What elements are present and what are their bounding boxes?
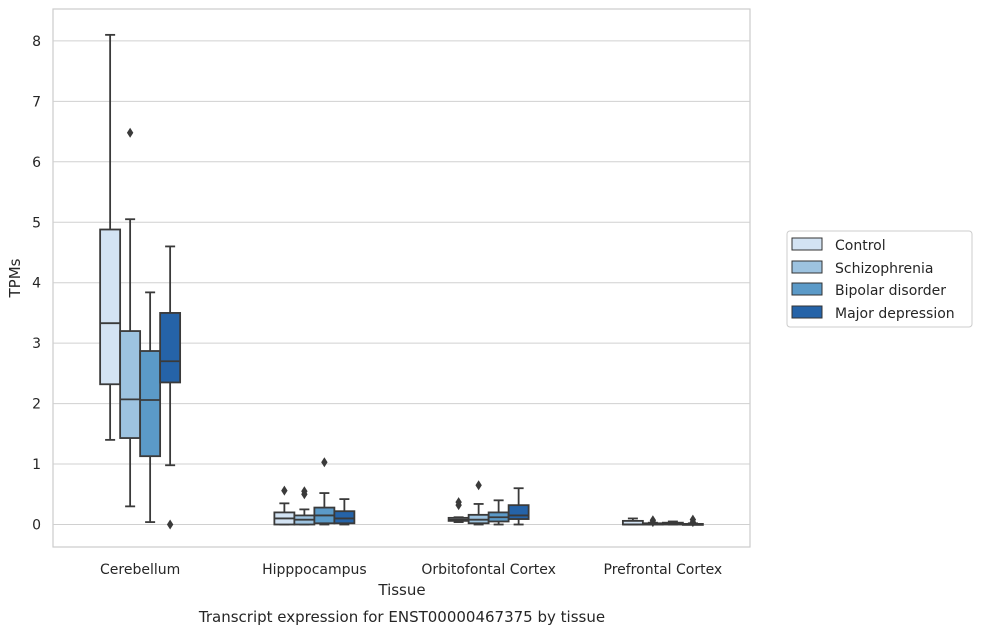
flier-point [301, 486, 308, 497]
box [159, 245, 182, 530]
x-axis-label: Tissue [377, 581, 425, 599]
flier-point [689, 514, 697, 525]
box [99, 33, 122, 441]
box-body [507, 504, 530, 520]
flier-point [126, 127, 134, 138]
legend-label-schizophrenia: Schizophrenia [835, 261, 933, 277]
box [273, 485, 296, 526]
legend-swatch-major-depression [791, 305, 823, 319]
legend-label-major-depression: Major depression [835, 306, 955, 322]
legend-swatch-bipolar-disorder [791, 282, 823, 296]
flier-point [281, 485, 288, 496]
x-tick-label: Prefrontal Cortex [604, 562, 723, 578]
box [313, 457, 336, 526]
y-tick-label: 1 [32, 457, 41, 473]
flier-point [649, 515, 657, 526]
flier-point [455, 497, 462, 508]
chart-caption: Transcript expression for ENST0000046737… [198, 608, 605, 626]
box-body [139, 350, 162, 458]
flier-point [475, 480, 482, 491]
x-tick-label: Hipppocampus [262, 562, 367, 578]
box [139, 291, 162, 523]
y-tick-label: 7 [32, 94, 41, 110]
box [467, 480, 490, 526]
box-body [99, 228, 122, 386]
y-tick-label: 0 [32, 518, 41, 534]
box [681, 514, 704, 528]
flier-point [166, 519, 174, 530]
y-tick-labels: 0 1 2 3 4 5 6 7 8 [32, 34, 41, 534]
y-tick-label: 4 [32, 276, 41, 292]
box [641, 515, 664, 528]
plot-area-frame [52, 8, 751, 548]
x-tick-label: Orbitofontal Cortex [421, 562, 556, 578]
box-body [333, 510, 356, 525]
box [333, 498, 356, 526]
box-body [159, 312, 182, 384]
box-series-group [99, 33, 704, 530]
y-tick-label: 3 [32, 336, 41, 352]
legend-label-bipolar-disorder: Bipolar disorder [835, 283, 946, 299]
legend-frame [786, 230, 973, 328]
box [661, 520, 684, 526]
box-body [119, 330, 142, 439]
flier-point [321, 457, 328, 468]
legend-label-control: Control [835, 238, 886, 254]
legend: Control Schizophrenia Bipolar disorder M… [786, 230, 973, 328]
x-tick-labels: Cerebellum Hipppocampus Orbitofontal Corte… [100, 562, 722, 578]
y-tick-label: 5 [32, 215, 41, 231]
legend-swatch-control [791, 237, 823, 251]
box [507, 487, 530, 526]
legend-swatch-schizophrenia [791, 260, 823, 274]
y-axis-label: TPMs [6, 258, 24, 298]
x-tick-label: Cerebellum [100, 562, 180, 578]
y-tick-label: 8 [32, 34, 41, 50]
y-tick-label: 2 [32, 397, 41, 413]
y-tick-label: 6 [32, 155, 41, 171]
